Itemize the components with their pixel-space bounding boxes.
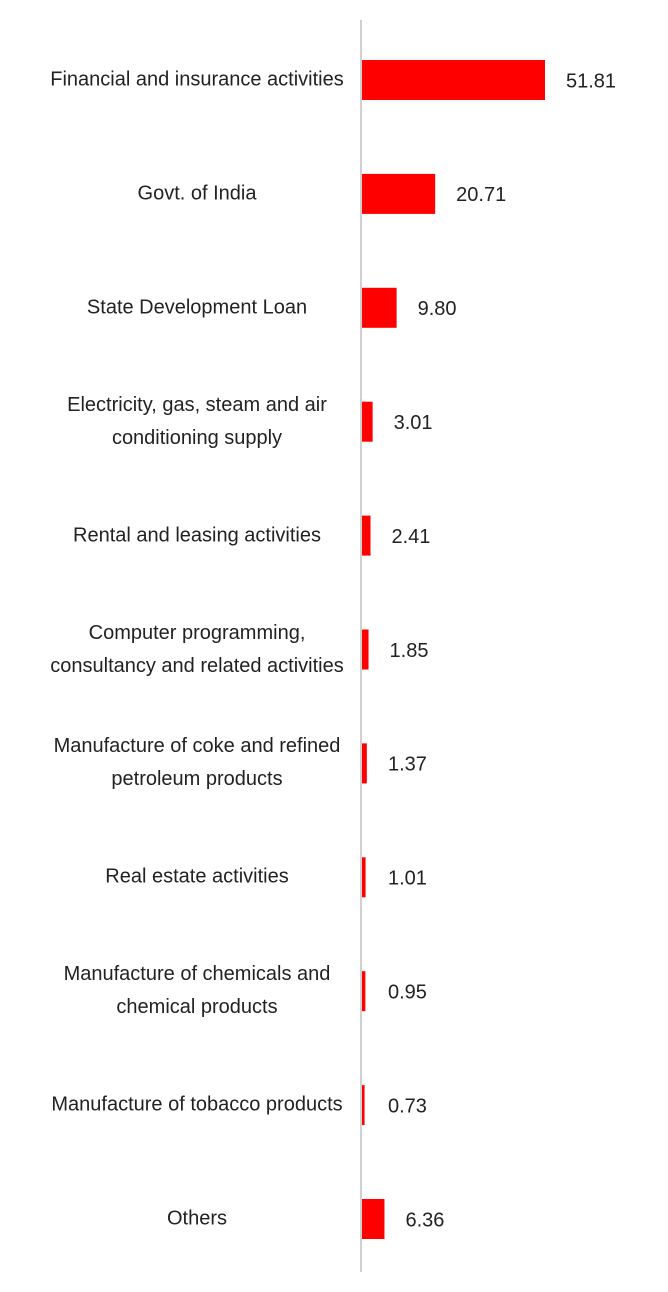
bar bbox=[362, 401, 373, 442]
category-label: Financial and insurance activities bbox=[50, 68, 344, 91]
value-label: 6.36 bbox=[405, 1209, 444, 1231]
value-label: 2.41 bbox=[392, 526, 431, 548]
category-label: Others bbox=[166, 1207, 228, 1230]
category-label: Electricity, gas, steam and air conditio… bbox=[67, 393, 327, 449]
bar bbox=[362, 629, 369, 670]
bar bbox=[362, 515, 371, 556]
value-label: 20.71 bbox=[456, 184, 506, 206]
value-label: 9.80 bbox=[418, 298, 457, 320]
category-label: Computer programming, consultancy and re… bbox=[50, 621, 344, 677]
value-label: 0.95 bbox=[388, 981, 427, 1003]
category-label: Manufacture of coke and refined petroleu… bbox=[53, 735, 341, 791]
category-label: Real estate activities bbox=[105, 865, 289, 888]
category-label: Govt. of India bbox=[137, 182, 257, 205]
value-label: 51.81 bbox=[566, 70, 616, 92]
bar bbox=[362, 857, 366, 898]
bar bbox=[362, 743, 367, 784]
bar bbox=[362, 1199, 385, 1239]
bar bbox=[362, 287, 397, 328]
category-label: Manufacture of tobacco products bbox=[51, 1093, 343, 1116]
value-label: 0.73 bbox=[388, 1095, 427, 1117]
bar bbox=[362, 971, 366, 1012]
value-label: 1.01 bbox=[388, 868, 427, 890]
bar bbox=[362, 60, 545, 100]
value-label: 1.85 bbox=[390, 640, 429, 662]
category-label: Rental and leasing activities bbox=[73, 524, 321, 547]
bar bbox=[362, 173, 436, 214]
value-label: 1.37 bbox=[388, 754, 427, 776]
category-label: State Development Loan bbox=[86, 296, 308, 319]
category-label: Manufacture of chemicals and chemical pr… bbox=[63, 963, 331, 1019]
value-label: 3.01 bbox=[394, 412, 433, 434]
bar bbox=[362, 1085, 365, 1126]
